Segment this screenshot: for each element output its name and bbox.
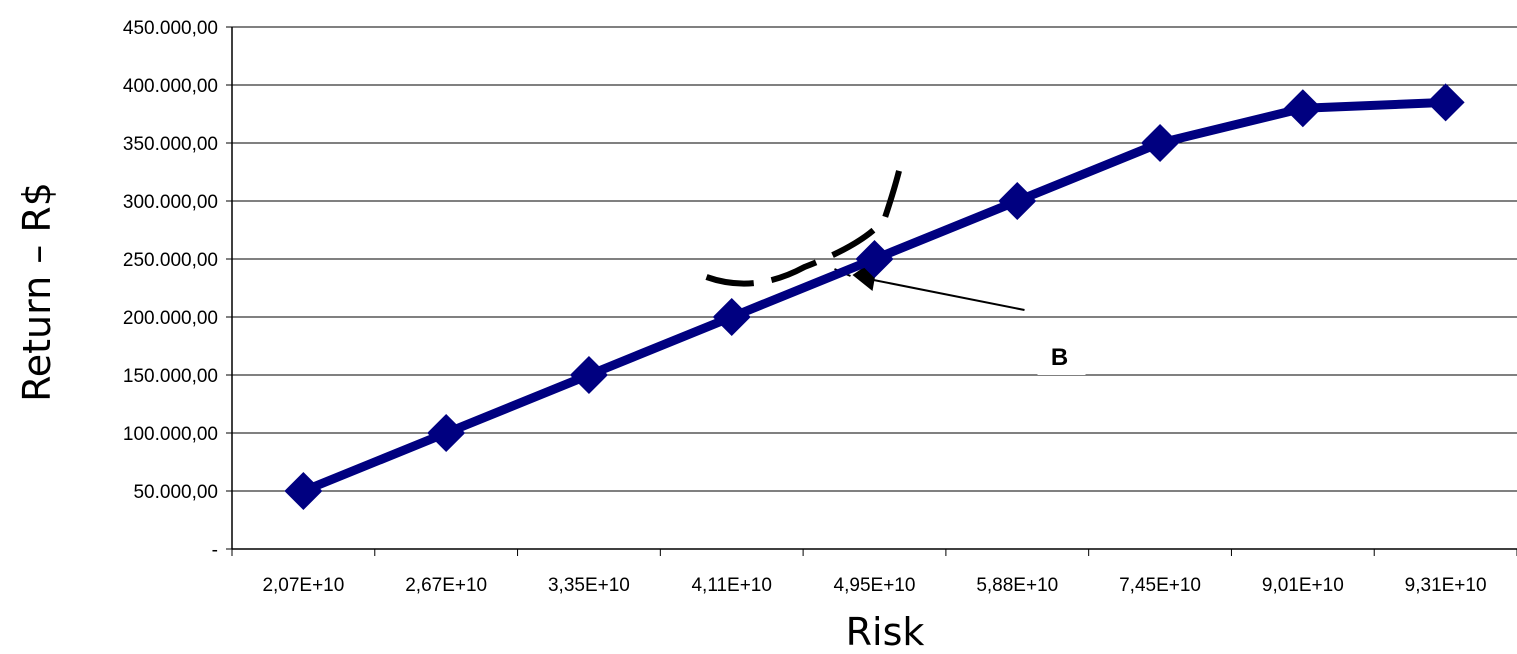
x-tick-label: 4,11E+10 [691,575,771,596]
y-tick-label: 200.000,00 [123,308,218,329]
data-point-marker [855,240,894,278]
axes [226,26,1517,556]
y-axis-title: Return – R$ [15,182,59,402]
x-tick-label: 2,67E+10 [405,575,487,596]
data-point-marker [284,472,323,510]
annotation-group: B [705,168,1086,375]
x-tick-label: 4,95E+10 [834,575,916,596]
y-tick-label: 400.000,00 [123,76,218,97]
y-tick-label: 150.000,00 [123,366,218,387]
x-tick-label: 9,31E+10 [1405,575,1487,596]
y-tick-labels: - 50.000,00 100.000,00 150.000,00 200.000,00… [123,18,218,561]
annotation-label-box [1037,327,1086,375]
y-tick-label: 50.000,00 [133,482,218,503]
annotation-arrow-line [868,278,1025,311]
data-point-marker [1426,83,1465,122]
x-tick-label: 5,88E+10 [976,575,1058,596]
y-tick-label: 300.000,00 [123,192,218,213]
data-point-marker [1283,89,1322,128]
annotation-dashed-curve [705,168,903,287]
data-point-marker [427,414,466,452]
x-tick-label: 2,07E+10 [262,575,344,596]
data-point-marker [1141,124,1180,162]
x-tick-labels: 2,07E+10 2,67E+10 3,35E+10 4,11E+10 4,95E+10… [262,575,1486,596]
data-point-marker [998,182,1037,220]
data-markers [284,83,1465,510]
data-point-marker [569,356,608,394]
x-axis-title: Risk [846,610,925,654]
annotation-label: B [1051,344,1068,371]
x-tick-label: 9,01E+10 [1262,575,1344,596]
x-tick-label: 7,45E+10 [1119,575,1201,596]
y-tick-label: - [212,540,218,561]
y-tick-label: 450.000,00 [123,18,218,39]
y-tick-label: 250.000,00 [123,250,218,271]
data-point-marker [712,298,751,336]
y-tick-label: 350.000,00 [123,134,218,155]
x-tick-label: 3,35E+10 [548,575,630,596]
y-tick-label: 100.000,00 [123,424,218,445]
